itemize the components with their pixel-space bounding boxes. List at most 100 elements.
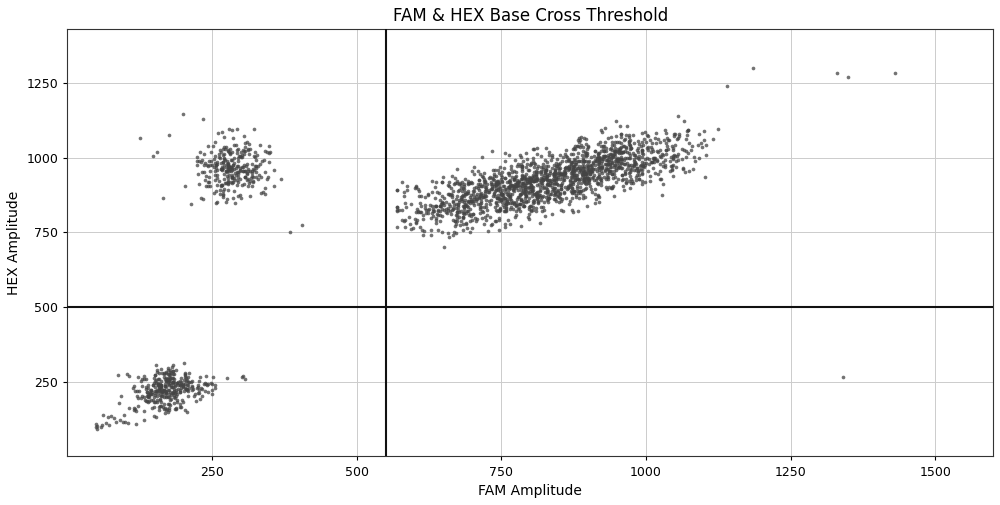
Point [495,201,511,209]
Point [204,380,220,388]
Point [580,166,596,174]
Point [411,187,427,195]
Point [637,155,653,163]
Point [494,173,510,181]
Point [454,194,470,203]
Point [634,147,650,156]
Point [126,382,142,390]
Point [167,405,183,413]
Point [262,147,278,156]
Point [216,142,232,150]
Point [541,152,557,160]
Point [635,162,651,170]
Point [237,139,253,147]
Point [203,148,219,156]
Point [538,193,554,201]
Point [239,137,255,145]
Point [507,156,523,164]
Point [608,166,624,174]
Point [434,178,450,186]
Point [502,181,518,189]
Point [506,199,522,208]
Point [493,171,509,179]
Point [415,230,431,238]
Point [541,194,557,202]
Point [619,165,635,173]
Point [484,184,500,192]
Point [207,138,223,146]
Point [567,176,583,184]
Point [117,418,133,426]
Point [192,148,208,156]
Point [476,175,492,183]
Point [589,154,605,162]
Point [168,366,184,374]
Point [579,203,595,211]
Point [215,187,231,195]
Point [203,379,219,387]
Point [205,142,221,150]
Point [547,189,563,197]
Point [205,373,221,381]
Point [229,181,245,189]
Point [571,157,587,165]
Point [530,168,546,176]
Point [665,144,681,153]
Point [497,193,513,201]
Point [637,178,653,186]
Point [165,378,181,386]
Point [482,213,498,221]
Point [493,189,509,197]
Point [208,161,224,169]
Point [588,195,604,204]
Point [567,176,583,184]
Point [607,161,623,169]
Point [224,156,240,164]
Point [389,206,405,214]
Point [215,189,231,197]
Point [225,194,241,202]
Point [218,142,234,150]
Point [490,166,506,174]
Point [534,179,550,187]
Point [576,167,592,175]
Point [681,139,697,147]
Point [565,166,581,174]
Point [745,64,761,72]
Point [634,161,650,169]
Point [500,188,516,196]
Point [609,161,625,169]
Point [389,207,405,215]
Point [590,161,606,169]
Point [488,181,504,189]
Point [584,174,600,182]
Point [162,375,178,383]
Point [491,206,507,214]
Point [577,148,593,157]
Point [514,174,530,182]
Point [184,386,200,394]
Point [541,193,557,201]
Point [511,176,527,184]
Point [627,159,643,167]
Point [457,187,473,195]
Point [500,169,516,177]
Point [678,146,694,155]
Point [218,179,234,187]
Point [524,186,540,194]
Point [613,159,629,167]
Point [230,145,246,153]
Point [525,177,541,185]
Point [608,164,624,172]
Point [237,375,253,383]
Point [591,158,607,166]
Point [150,375,166,383]
Point [539,185,555,193]
Point [498,200,514,208]
Point [468,217,484,225]
Point [631,175,647,183]
Point [473,203,489,211]
Point [129,387,145,395]
Point [597,124,613,132]
Point [144,390,160,398]
